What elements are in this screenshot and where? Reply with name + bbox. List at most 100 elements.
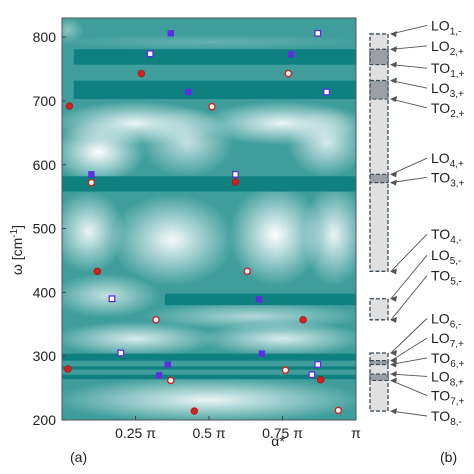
mode-label: LO8,+: [431, 368, 464, 388]
mode-label: LO2,+: [431, 38, 464, 58]
open-circle-marker: [284, 69, 293, 78]
light-region: [110, 193, 234, 286]
panel-label-b: (b): [440, 449, 457, 465]
mode-arrowhead: [390, 179, 397, 186]
dark-band: [62, 353, 356, 361]
light-region: [62, 120, 146, 184]
mode-arrow: [390, 157, 428, 175]
filled-square-marker: [88, 171, 95, 178]
y-axis-label-sup: -1: [9, 228, 20, 237]
mode-arrow: [390, 357, 428, 365]
mode-arrowhead: [390, 295, 397, 302]
panel-label-a: (a): [70, 449, 87, 465]
mode-band-dark: [369, 173, 389, 184]
light-region: [287, 107, 356, 178]
light-region: [301, 184, 356, 286]
open-square-marker: [146, 50, 154, 58]
mode-arrow: [390, 254, 428, 300]
x-tick-label: π: [351, 425, 361, 441]
x-tick-label: 0.75 π: [262, 425, 303, 441]
mode-arrow: [390, 233, 428, 272]
mode-band-light: [369, 33, 389, 272]
dark-band: [62, 366, 356, 370]
open-square-marker: [323, 88, 331, 96]
open-circle-marker: [243, 267, 252, 276]
mode-arrow: [390, 275, 428, 321]
mode-bar: [369, 33, 389, 412]
mode-label: TO3,+: [431, 169, 465, 189]
mode-arrowhead: [390, 371, 397, 378]
open-circle-marker: [166, 376, 175, 385]
mode-label: TO4,-: [431, 226, 462, 246]
mode-arrow: [390, 98, 428, 109]
light-region: [199, 321, 356, 356]
mode-label: TO7,+: [431, 388, 465, 408]
filled-circle-marker: [65, 102, 74, 110]
open-circle-marker: [87, 178, 96, 187]
x-tick-label: 0.25 π: [115, 425, 156, 441]
mode-arrow: [390, 373, 428, 377]
plot-area: [62, 18, 356, 420]
mode-arrow: [390, 410, 428, 417]
y-tick-label: 200: [33, 412, 57, 428]
mode-label: LO1,-: [431, 17, 461, 37]
y-tick-label: 400: [33, 284, 57, 300]
y-tick-label: 700: [33, 93, 57, 109]
filled-square-marker: [255, 296, 263, 303]
mode-band-light: [369, 298, 389, 321]
light-region: [140, 107, 234, 178]
mode-arrow: [390, 45, 428, 50]
mode-label: TO6,+: [431, 350, 465, 370]
dark-band: [62, 374, 356, 380]
mode-arrowhead: [390, 350, 397, 356]
mode-band-dark: [369, 373, 389, 382]
mode-arrowhead: [390, 316, 397, 323]
filled-circle-marker: [299, 316, 307, 324]
mode-arrow: [390, 337, 428, 362]
mode-arrow: [390, 318, 428, 354]
light-region: [62, 34, 356, 50]
open-circle-marker: [334, 406, 343, 415]
mode-arrowhead: [390, 361, 397, 368]
y-axis: 200 300 400 500 600 700 800: [33, 29, 66, 428]
mode-label: TO5,-: [431, 268, 462, 288]
y-tick-label: 300: [33, 348, 57, 364]
mode-arrow: [390, 176, 428, 184]
y-axis-label-main: ω [cm: [9, 238, 25, 275]
open-circle-marker: [281, 366, 290, 375]
light-region: [62, 376, 356, 420]
open-square-marker: [117, 349, 125, 357]
filled-circle-marker: [64, 365, 72, 373]
y-axis-label-close: ]: [9, 225, 25, 229]
mode-label: TO1,+: [431, 60, 465, 80]
dark-band: [62, 176, 356, 192]
open-circle-marker: [208, 102, 216, 111]
filled-circle-marker: [137, 69, 146, 78]
mode-band-dark: [369, 360, 389, 366]
filled-circle-marker: [231, 178, 240, 186]
light-region: [228, 184, 322, 286]
markers: [64, 29, 343, 415]
mode-arrowhead: [390, 268, 397, 275]
mode-arrowhead: [390, 408, 397, 415]
light-region: [62, 273, 161, 318]
filled-square-marker: [164, 361, 172, 368]
dark-band: [73, 80, 356, 100]
x-tick-label: 0.5 π: [192, 425, 225, 441]
filled-square-marker: [185, 88, 192, 96]
mode-arrowhead: [390, 77, 397, 84]
mode-band-light: [369, 352, 389, 412]
mode-labels: LO1,-LO2,+TO1,+LO3,+TO2,+ LO4,+TO3,+ TO4,-…: [390, 17, 465, 428]
mode-arrowhead: [390, 377, 397, 384]
mode-label: LO7,+: [431, 330, 464, 350]
y-tick-label: 800: [33, 29, 57, 45]
filled-square-marker: [155, 372, 163, 379]
filled-square-marker: [258, 350, 266, 357]
mode-label: TO2,+: [431, 100, 465, 120]
mode-arrow: [390, 25, 428, 35]
mode-arrowhead: [390, 357, 397, 364]
open-square-marker: [314, 361, 322, 368]
x-axis: 0.25 π 0.5 π 0.75 π π: [115, 416, 361, 441]
light-region: [62, 190, 125, 273]
mode-band-dark: [369, 48, 389, 66]
